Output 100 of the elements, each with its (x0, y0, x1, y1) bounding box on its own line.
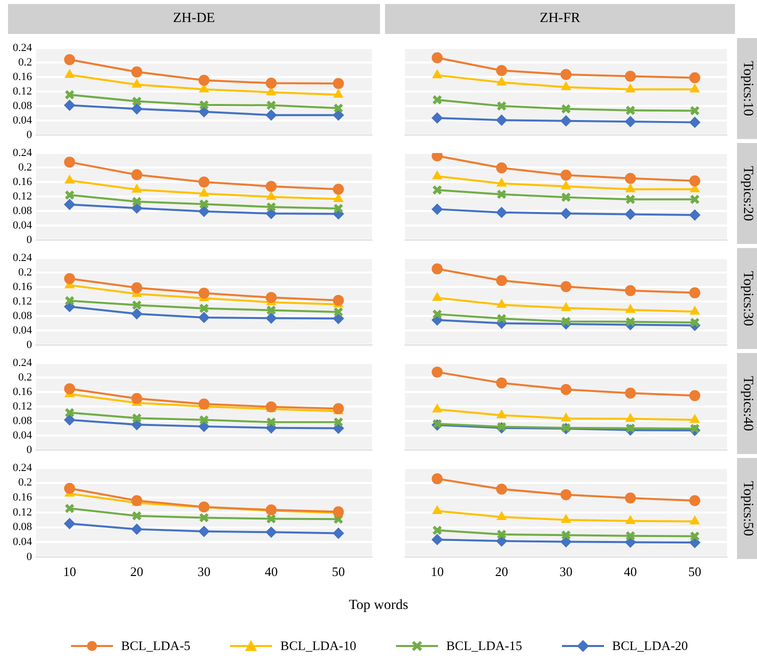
point (496, 511, 506, 520)
point (131, 66, 142, 78)
point (266, 312, 277, 324)
chart-title: ZH-DE (8, 4, 380, 34)
point (496, 299, 506, 308)
x-tick-label: 30 (198, 564, 210, 580)
point (624, 285, 636, 296)
y-tick-label: 0.12 (12, 295, 32, 308)
point (560, 68, 572, 80)
point (626, 184, 636, 192)
y2-axis-title: Topics:20 (737, 143, 757, 244)
point (198, 106, 210, 118)
point (690, 516, 700, 524)
point (198, 414, 210, 425)
point (198, 100, 210, 110)
point (266, 78, 277, 89)
point (334, 89, 344, 98)
point (496, 162, 508, 174)
point (561, 82, 571, 90)
point (64, 175, 74, 184)
y-tick-label: 0.24 (12, 42, 32, 54)
point (625, 316, 636, 327)
point (266, 514, 276, 524)
point (64, 100, 76, 111)
y-tick-label: 0.12 (12, 506, 32, 518)
point (689, 175, 700, 186)
point (432, 366, 443, 378)
point (496, 377, 508, 388)
point (432, 170, 442, 180)
y-tick-label: 0.16 (12, 176, 32, 188)
point (560, 384, 572, 395)
point (560, 281, 572, 292)
point (624, 388, 636, 399)
point (266, 292, 277, 304)
y-tick-label: 0.04 (12, 536, 32, 548)
point (624, 208, 636, 220)
y-tick-label: 0.08 (12, 521, 32, 534)
y-tick-label: 0.24 (12, 146, 32, 159)
point (561, 514, 571, 523)
y-tick-label: 0.08 (12, 204, 32, 217)
point (64, 198, 76, 210)
point (432, 404, 442, 412)
point (496, 178, 506, 186)
y2-axis-title: Topics:50 (737, 458, 757, 559)
y-tick-label: 0.2 (18, 161, 32, 174)
point (266, 202, 276, 212)
point (332, 313, 344, 324)
point (64, 69, 74, 78)
point (266, 180, 277, 192)
point (496, 529, 507, 540)
y-tick-label: 0.16 (12, 70, 32, 83)
legend-label: BCL_LDA-20 (612, 638, 688, 654)
point (198, 420, 210, 432)
y-tick-label: 0.12 (12, 400, 32, 412)
point (64, 383, 76, 394)
point (690, 84, 700, 92)
point (689, 390, 700, 402)
point (496, 484, 508, 495)
point (561, 412, 571, 422)
point (131, 202, 142, 214)
point (624, 172, 636, 184)
y-tick-label: 0.2 (18, 476, 32, 489)
point (432, 52, 443, 64)
point (132, 96, 142, 106)
point (131, 524, 142, 535)
y-tick-label: 0.04 (12, 114, 32, 126)
x-axis-title: Top words (348, 598, 410, 614)
y2-axis-title: Topics:40 (737, 353, 757, 454)
point (64, 156, 76, 168)
y-tick-label: 0 (26, 234, 32, 246)
point (266, 191, 276, 200)
chart-title: ZH-FR (385, 4, 735, 34)
y-tick-label: 0.04 (12, 324, 32, 336)
point (561, 180, 571, 190)
point (689, 209, 700, 220)
point (266, 110, 277, 121)
point (496, 114, 508, 126)
point (432, 473, 443, 484)
y-tick-label: 0.2 (18, 371, 32, 384)
point (64, 482, 76, 494)
point (432, 204, 443, 215)
point (198, 199, 210, 210)
point (689, 287, 700, 298)
point (332, 294, 344, 306)
point (626, 413, 636, 422)
point (561, 302, 571, 312)
y-tick-label: 0 (26, 444, 32, 456)
y2-axis-title: Topics:30 (737, 248, 757, 349)
point (496, 274, 508, 286)
point (332, 110, 344, 121)
point (624, 116, 636, 128)
x-tick-label: 50 (688, 564, 702, 580)
x-tick-label: 20 (130, 564, 144, 580)
y-tick-label: 0.2 (18, 56, 32, 68)
point (132, 300, 142, 310)
point (496, 410, 506, 418)
point (496, 536, 508, 547)
point (132, 413, 142, 424)
point (496, 100, 507, 112)
point (432, 70, 442, 78)
